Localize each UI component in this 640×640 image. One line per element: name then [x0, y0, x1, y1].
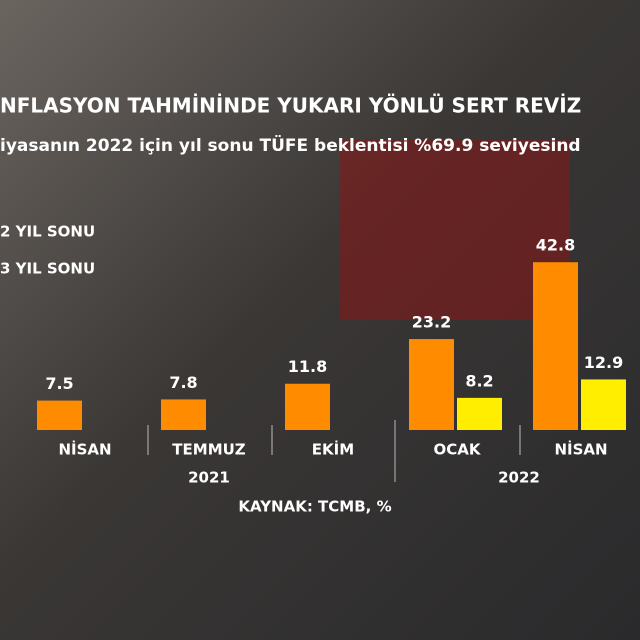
bar: [37, 400, 82, 430]
value-label: 7.8: [169, 373, 197, 392]
bar: [161, 399, 206, 430]
x-tick-label: OCAK: [434, 441, 482, 459]
x-tick-label: TEMMUZ: [172, 441, 246, 459]
bar: [533, 262, 578, 430]
chart-title: NFLASYON TAHMİNİNDE YUKARI YÖNLÜ SERT RE…: [0, 94, 581, 118]
bar: [581, 379, 626, 430]
group-label: 2021: [188, 469, 230, 487]
x-tick-label: EKİM: [312, 440, 354, 459]
bar: [285, 383, 330, 430]
bar: [457, 397, 502, 430]
source: KAYNAK: TCMB, %: [238, 498, 391, 516]
value-label: 8.2: [465, 371, 493, 390]
x-tick-label: NİSAN: [58, 440, 111, 459]
value-label: 11.8: [288, 357, 327, 376]
legend-label: 2 YIL SONU: [0, 223, 95, 241]
legend-label: 3 YIL SONU: [0, 260, 95, 278]
value-label: 12.9: [584, 353, 623, 372]
background-shape: [340, 140, 570, 320]
group-label: 2022: [498, 469, 540, 487]
value-label: 7.5: [45, 374, 73, 393]
value-label: 23.2: [412, 313, 451, 332]
x-tick-label: NİSAN: [554, 440, 607, 459]
bar: [409, 339, 454, 430]
chart-subtitle: iyasanın 2022 için yıl sonu TÜFE beklent…: [0, 134, 581, 156]
value-label: 42.8: [536, 236, 575, 255]
